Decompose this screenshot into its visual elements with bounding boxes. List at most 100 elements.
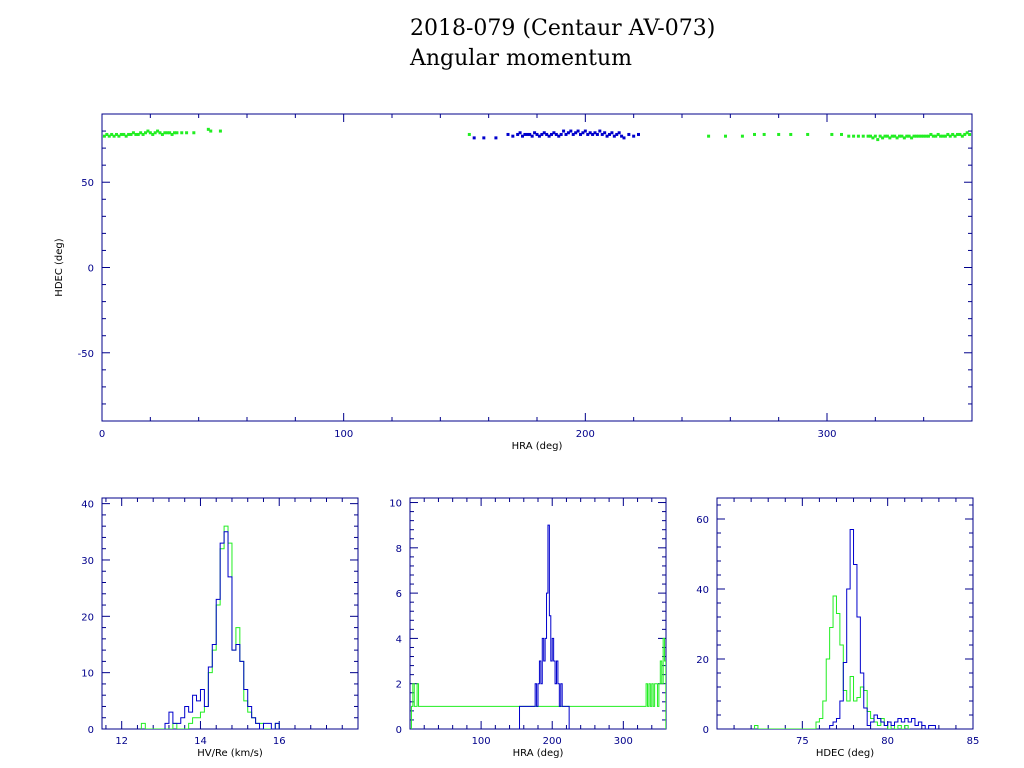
- x-tick-label: 75: [796, 736, 809, 747]
- data-point: [537, 134, 541, 138]
- data-point: [917, 134, 921, 138]
- data-point: [530, 134, 534, 138]
- data-point: [160, 132, 164, 136]
- data-point: [924, 134, 928, 138]
- data-point: [579, 132, 582, 136]
- data-point: [943, 134, 947, 138]
- x-tick-label: 14: [194, 736, 207, 747]
- data-point: [869, 134, 872, 138]
- data-point: [939, 134, 943, 138]
- data-point: [603, 131, 607, 135]
- data-point: [482, 136, 486, 140]
- y-tick-label: 10: [389, 499, 402, 510]
- data-point: [885, 134, 889, 138]
- data-point: [542, 131, 546, 135]
- data-point: [151, 132, 155, 136]
- chart-title: 2018-079 (Centaur AV-073) Angular moment…: [410, 14, 930, 74]
- y-axis-label: HDEC (deg): [54, 238, 65, 296]
- data-point: [156, 129, 160, 133]
- y-tick-label: 0: [88, 725, 94, 736]
- data-point: [576, 129, 580, 133]
- data-point: [583, 129, 587, 133]
- data-point: [622, 136, 626, 140]
- data-point: [593, 131, 597, 135]
- data-point: [919, 134, 923, 138]
- data-layer: [140, 525, 281, 729]
- data-point: [620, 134, 624, 138]
- data-point: [185, 131, 189, 135]
- data-point: [888, 136, 892, 140]
- data-point: [777, 132, 781, 136]
- data-point: [953, 134, 957, 138]
- data-point: [941, 134, 945, 138]
- data-point: [948, 134, 952, 138]
- y-tick-label: 10: [81, 669, 94, 680]
- x-axis-label: HRA (deg): [513, 748, 564, 759]
- data-point: [830, 132, 834, 136]
- histogram-series: [829, 529, 937, 729]
- data-point: [724, 134, 727, 138]
- data-point: [873, 134, 877, 138]
- x-tick-label: 100: [472, 736, 491, 747]
- data-point: [180, 131, 184, 135]
- data-point: [927, 134, 930, 138]
- data-point: [552, 131, 556, 135]
- histogram-series: [754, 595, 910, 729]
- data-point: [632, 134, 636, 138]
- data-point: [545, 132, 549, 136]
- data-point: [175, 131, 179, 135]
- data-point: [124, 134, 128, 138]
- data-point: [898, 134, 901, 138]
- data-point: [936, 132, 940, 136]
- x-tick-label: 100: [334, 429, 353, 440]
- data-point: [131, 131, 135, 135]
- x-tick-label: 200: [543, 736, 562, 747]
- data-point: [890, 134, 894, 138]
- data-point: [588, 131, 592, 135]
- data-point: [637, 132, 640, 136]
- data-point: [581, 131, 585, 135]
- data-point: [192, 131, 196, 135]
- data-point: [586, 132, 590, 136]
- data-point: [127, 132, 131, 136]
- data-point: [206, 127, 210, 131]
- x-tick-label: 80: [881, 736, 894, 747]
- data-point: [615, 132, 619, 136]
- data-point: [806, 132, 810, 136]
- data-point: [914, 134, 918, 138]
- data-point: [518, 131, 522, 135]
- data-point: [960, 134, 964, 138]
- data-point: [910, 136, 914, 140]
- data-point: [912, 134, 916, 138]
- data-point: [907, 134, 911, 138]
- data-point: [762, 132, 766, 136]
- data-point: [472, 136, 476, 140]
- title-line-2: Angular momentum: [410, 46, 632, 71]
- x-tick-label: 300: [817, 429, 836, 440]
- data-point: [591, 132, 595, 136]
- data-point: [905, 134, 909, 138]
- data-point: [574, 131, 578, 135]
- x-tick-label: 16: [273, 736, 286, 747]
- data-point: [861, 134, 865, 138]
- y-tick-label: 0: [703, 725, 709, 736]
- data-point: [753, 132, 756, 136]
- data-point: [547, 134, 551, 138]
- data-point: [535, 132, 539, 136]
- data-point: [173, 131, 176, 135]
- data-point: [893, 134, 897, 138]
- histogram-series: [140, 525, 281, 729]
- data-point: [968, 132, 972, 136]
- data-point: [902, 136, 906, 140]
- data-point: [840, 132, 843, 136]
- data-point: [562, 129, 566, 133]
- data-point: [600, 132, 604, 136]
- y-tick-label: 0: [396, 725, 402, 736]
- data-point: [119, 132, 123, 136]
- plot-frame: [101, 113, 973, 422]
- data-point: [612, 134, 616, 138]
- histogram-series: [164, 531, 281, 729]
- x-tick-label: 300: [614, 736, 633, 747]
- data-layer: [410, 524, 666, 729]
- data-point: [144, 131, 147, 135]
